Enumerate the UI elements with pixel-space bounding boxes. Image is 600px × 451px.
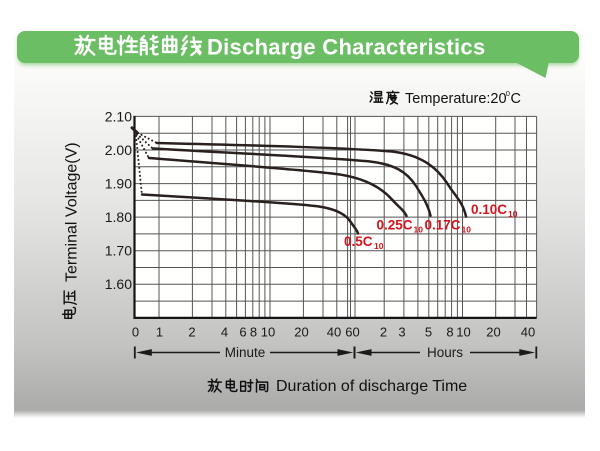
svg-text:20: 20: [294, 325, 308, 340]
svg-text:Duration of discharge Time: Duration of discharge Time: [276, 378, 467, 395]
svg-text:40: 40: [327, 325, 341, 340]
svg-text:1.90: 1.90: [105, 176, 132, 192]
svg-text:0.10C: 0.10C: [471, 202, 507, 217]
svg-text:0: 0: [132, 325, 139, 340]
svg-text:C: C: [511, 91, 521, 107]
svg-text:60: 60: [345, 325, 359, 340]
svg-text:0: 0: [506, 89, 510, 98]
svg-text:10: 10: [508, 209, 518, 219]
svg-text:10: 10: [456, 325, 470, 340]
svg-text:2.00: 2.00: [105, 142, 132, 158]
svg-text:8: 8: [250, 325, 257, 340]
svg-text:6: 6: [239, 325, 246, 340]
svg-text:20: 20: [486, 325, 500, 340]
svg-text:Terminal Voltage(V): Terminal Voltage(V): [64, 142, 81, 282]
svg-text:Hours: Hours: [427, 345, 463, 360]
svg-text:1.70: 1.70: [105, 243, 132, 259]
svg-text:2.10: 2.10: [105, 108, 132, 124]
svg-text:2: 2: [188, 325, 195, 340]
svg-text:2: 2: [380, 325, 387, 340]
svg-text:10: 10: [462, 225, 472, 235]
svg-text:1.60: 1.60: [105, 276, 132, 292]
svg-text:10: 10: [261, 325, 275, 340]
svg-text:5: 5: [425, 325, 432, 340]
svg-text:10: 10: [414, 225, 424, 235]
svg-text:0.5C: 0.5C: [344, 234, 373, 249]
svg-text:Temperature:20: Temperature:20: [405, 91, 507, 107]
svg-text:1.80: 1.80: [105, 209, 132, 225]
svg-text:3: 3: [398, 325, 405, 340]
svg-text:10: 10: [374, 241, 384, 251]
svg-text:40: 40: [521, 325, 535, 340]
svg-text:1: 1: [156, 325, 163, 340]
svg-text:0.25C: 0.25C: [377, 218, 413, 233]
svg-text:4: 4: [221, 325, 228, 340]
svg-text:Minute: Minute: [225, 345, 266, 360]
svg-text:8: 8: [446, 325, 453, 340]
svg-text:Discharge Characteristics: Discharge Characteristics: [207, 35, 485, 60]
svg-text:0.17C: 0.17C: [425, 218, 461, 233]
